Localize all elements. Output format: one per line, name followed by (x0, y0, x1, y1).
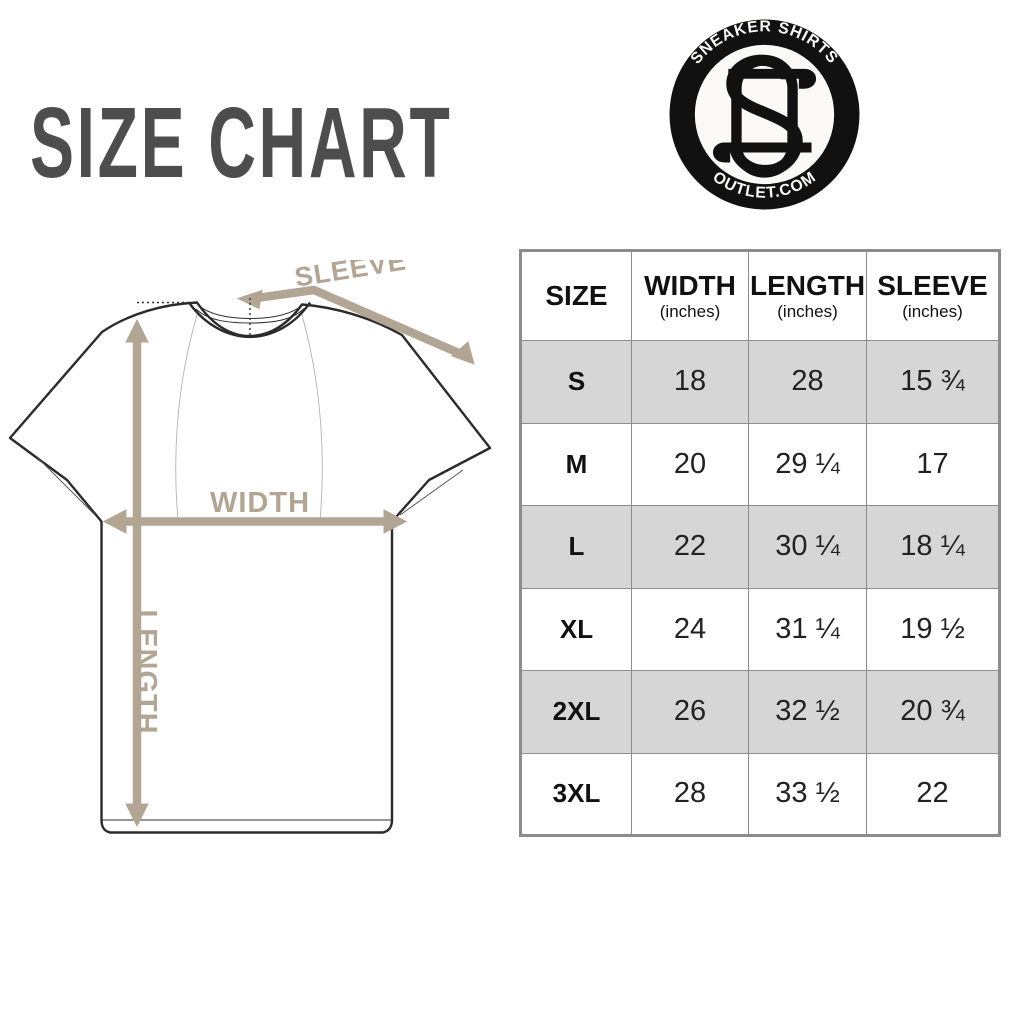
svg-text:LENGTH: LENGTH (130, 609, 162, 734)
svg-text:WIDTH: WIDTH (210, 487, 310, 519)
svg-text:SLEEVE: SLEEVE (293, 260, 409, 293)
